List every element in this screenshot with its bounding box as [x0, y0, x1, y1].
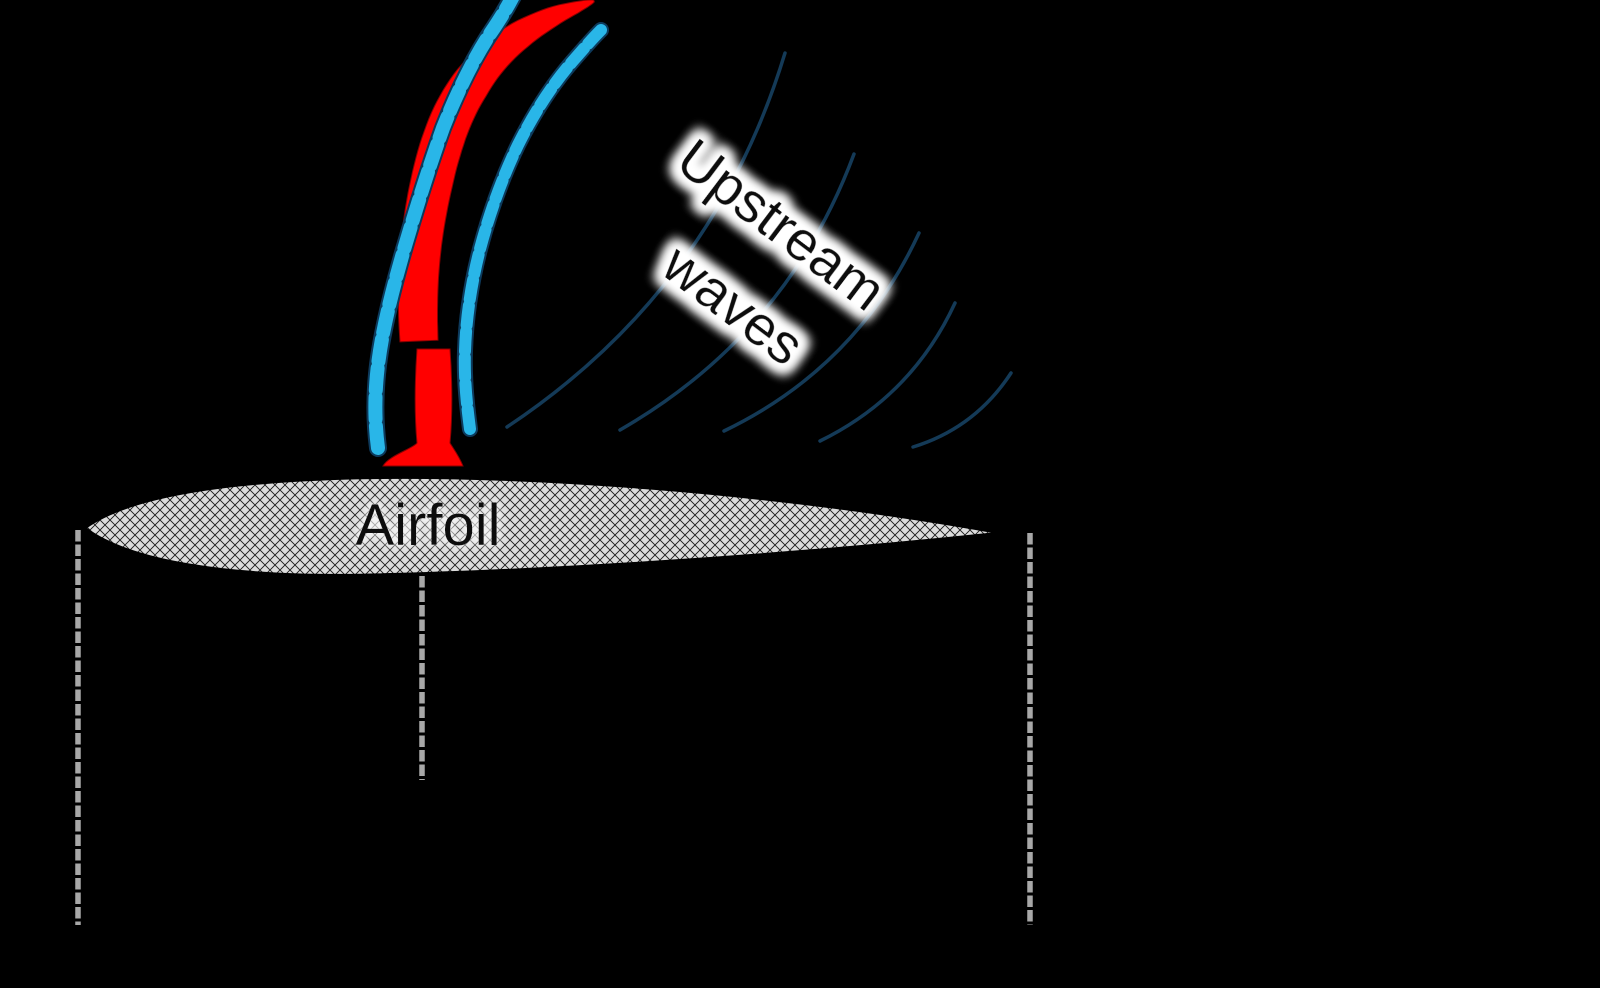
svg-text:Airfoil: Airfoil — [355, 493, 500, 558]
